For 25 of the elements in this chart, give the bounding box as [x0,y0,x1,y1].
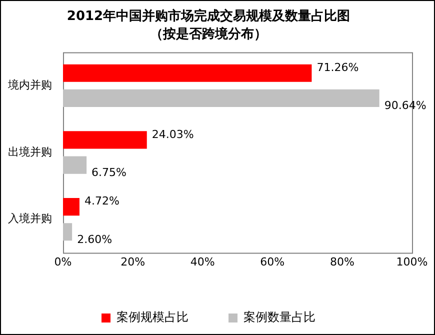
x-tick-label: 40% [190,255,215,268]
data-label: 71.26% [316,60,359,74]
bar [63,64,312,82]
data-label: 90.64% [384,99,426,112]
bar [63,198,80,216]
y-tick-label: 入境并购 [8,212,52,226]
bar [63,131,147,149]
data-label: 24.03% [152,128,194,141]
x-tick-label: 60% [260,255,285,268]
chart-title: 2012年中国并购市场完成交易规模及数量占比图 [66,8,350,24]
legend-label: 案例数量占比 [244,310,316,324]
bar [63,156,87,174]
data-label: 4.72% [84,194,120,208]
x-tick-label: 100% [396,255,428,268]
y-tick-label: 境内并购 [7,78,52,92]
bar [63,223,72,241]
x-tick-label: 0% [54,255,72,268]
data-label: 6.75% [92,166,127,179]
bar [63,89,380,107]
y-tick-label: 出境并购 [8,145,52,158]
x-tick-label: 80% [330,255,354,268]
chart-subtitle: （按是否跨境分布） [150,26,267,42]
legend-label: 案例规模占比 [116,310,188,324]
x-tick-label: 20% [120,255,146,268]
data-label: 2.60% [77,232,112,246]
